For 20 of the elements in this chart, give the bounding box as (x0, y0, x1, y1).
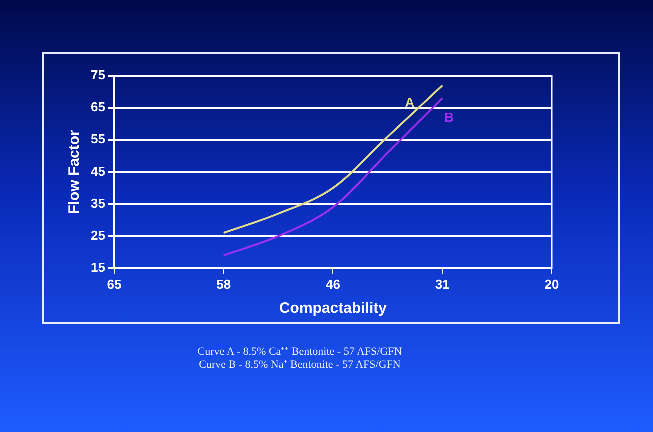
y-axis-title: Flow Factor (66, 130, 84, 214)
y-tick-label: 35 (90, 196, 106, 211)
y-tick-label: 45 (90, 164, 106, 179)
line-series (222, 84, 444, 234)
text: Curve B - 8.5% Na⁺ Bentonite - 57 AFS/GFN (198, 359, 402, 372)
x-tick-label: 58 (216, 276, 232, 292)
series-label: A (405, 95, 416, 110)
line-series (222, 97, 444, 257)
x-axis-title: Compactability (279, 300, 388, 318)
y-tick-label: 65 (90, 100, 106, 115)
y-tick-label: 55 (90, 132, 106, 147)
y-tick-label: 75 (90, 68, 106, 83)
x-tick-label: 31 (435, 276, 450, 292)
text: Curve A - 8.5% Ca⁺⁺ Bentonite - 57 AFS/GFN (196, 346, 404, 359)
x-tick-label: 20 (544, 276, 560, 292)
y-tick-label: 15 (90, 260, 106, 275)
x-tick-label: 46 (326, 276, 340, 292)
series-label: B (444, 110, 454, 126)
y-tick-label: 25 (90, 228, 106, 243)
x-tick-label: 65 (107, 276, 122, 292)
